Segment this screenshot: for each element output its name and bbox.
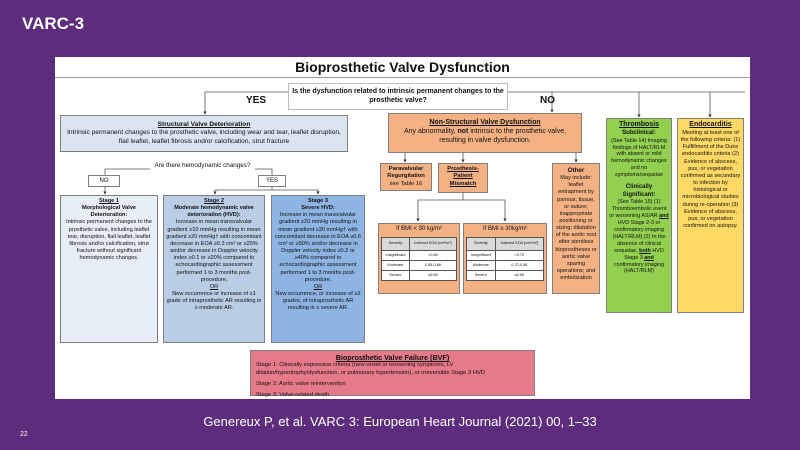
nsvd-text: Any abnormality, bbox=[403, 127, 458, 135]
bmi-table-title: If BMI < 30 kg/m² bbox=[396, 226, 442, 232]
stage1-body: Intrinsic permanent changes to the prost… bbox=[66, 219, 152, 262]
text: both bbox=[639, 247, 651, 254]
stage3-subtitle: Severe HVD: bbox=[301, 205, 335, 212]
text: and bbox=[644, 254, 654, 261]
table-cell: Moderate bbox=[381, 259, 410, 271]
bvf-stage-2: Stage 2: Aortic valve reintervention bbox=[256, 381, 346, 388]
diagram-title: Bioprosthetic Valve Dysfunction bbox=[55, 57, 750, 78]
table-cell: >0.85 bbox=[408, 249, 458, 261]
text: HVD Stage 2-3 or confirmatory imaging (H… bbox=[612, 220, 666, 254]
ppm-title: Prosthesis-Patient Mismatch bbox=[447, 166, 479, 187]
dysfunction-question: Is the dysfunction related to intrinsic … bbox=[288, 83, 508, 110]
pvr-body: see Table 16 bbox=[389, 180, 423, 187]
table-header: Indexed EOA [cm²/m²] bbox=[494, 236, 545, 251]
endocarditis-box: Endocarditis Meeting at least one of the… bbox=[677, 118, 744, 313]
table-cell: 0.70-0.56 bbox=[494, 259, 545, 271]
clinically-significant-label: Clinically Significant: bbox=[622, 184, 656, 198]
stage2-subtitle: Moderate hemodynamic valve deterioration… bbox=[174, 205, 254, 219]
pvr-title: Paravalvular Regurgitation bbox=[387, 166, 425, 180]
slide-title: VARC-3 bbox=[22, 14, 85, 33]
table-cell: Moderate bbox=[466, 259, 496, 271]
yes-label: YES bbox=[246, 95, 267, 106]
table-cell: Insignificant bbox=[381, 249, 410, 261]
clinically-significant-body: (See Table 15) (1) Thromboembolic event … bbox=[609, 199, 669, 275]
stage1-box: Stage 1 Morphological Valve Deterioratio… bbox=[60, 195, 158, 343]
bmi-table-over-30: If BMI ≥ 30kg/m² Severity Indexed EOA [cm… bbox=[463, 223, 547, 294]
stage3-body2: New occurrence, or increase of ≥2 grades… bbox=[275, 291, 361, 312]
table-cell: ≤0.65 bbox=[408, 269, 458, 281]
bmi-table-under-30: If BMI < 30 kg/m² Severity Indexed EOA [c… bbox=[378, 223, 460, 294]
text: HVD Stage 3 bbox=[624, 247, 664, 261]
hemo-no-label: NO bbox=[88, 175, 120, 187]
stage2-body2: New occurrence or increase of ≥1 grade o… bbox=[166, 291, 262, 312]
table-cell: >0.70 bbox=[494, 249, 545, 261]
stage3-body: Increase in mean transvalvular gradient … bbox=[274, 212, 362, 283]
hemodynamic-question: Are there hemodynamic changes? bbox=[154, 162, 251, 169]
stage3-or: OR bbox=[313, 283, 323, 290]
prosthesis-patient-mismatch-box: Prosthesis-Patient Mismatch bbox=[438, 163, 488, 193]
table-cell: Insignificant bbox=[466, 249, 496, 261]
stage1-subtitle: Morphological Valve Deterioration: bbox=[81, 205, 137, 219]
other-title: Other bbox=[567, 167, 585, 174]
non-structural-dysfunction-box: Non-Structural Valve Dysfunction Any abn… bbox=[388, 113, 582, 153]
nsvd-title: Non-Structural Valve Dysfunction bbox=[429, 119, 541, 126]
thrombosis-title: Thrombosis bbox=[618, 121, 660, 128]
table-cell: Severe bbox=[466, 269, 496, 281]
nsvd-not: not bbox=[457, 127, 469, 135]
structural-valve-deterioration-box: Structural Valve Deterioration Intrinsic… bbox=[60, 115, 348, 152]
stage2-body: Increase in mean transvalvular gradient … bbox=[166, 219, 262, 283]
svd-title: Structural Valve Deterioration bbox=[157, 121, 251, 128]
table-header: Indexed EOA [cm²/m²] bbox=[408, 236, 458, 251]
stage2-title: Stage 2 bbox=[204, 198, 224, 204]
stage3-title: Stage 3 bbox=[308, 198, 328, 204]
other-body: May include: leaflet entrapment by pannu… bbox=[555, 175, 597, 282]
bvf-title: Bioprosthetic Valve Failure (BVF) bbox=[335, 353, 450, 362]
svd-body: Intrinsic permanent changes to the prost… bbox=[67, 129, 341, 145]
page-number: 22 bbox=[20, 431, 28, 438]
text: (See Table 15) (1) Thromboembolic event … bbox=[609, 199, 667, 220]
table-header: Severity bbox=[466, 236, 496, 251]
stage2-or: OR bbox=[209, 283, 219, 290]
no-label: NO bbox=[540, 95, 555, 106]
stage2-box: Stage 2 Moderate hemodynamic valve deter… bbox=[163, 195, 265, 343]
hemo-yes-label: YES bbox=[258, 175, 286, 187]
citation-footer: Genereux P, et al. VARC 3: European Hear… bbox=[203, 414, 597, 429]
subclinical-label: Subclinical: bbox=[622, 129, 656, 136]
endocarditis-body: Meeting at least one of the following cr… bbox=[680, 129, 741, 229]
bmi-table-title: If BMI ≥ 30kg/m² bbox=[483, 226, 527, 232]
table-cell: 0.85-0.66 bbox=[408, 259, 458, 271]
paravalvular-regurgitation-box: Paravalvular Regurgitation see Table 16 bbox=[380, 163, 432, 191]
bvf-stage-3: Stage 3: Valve-related death bbox=[256, 392, 330, 399]
stage3-box: Stage 3 Severe HVD: Increase in mean tra… bbox=[271, 195, 365, 343]
thrombosis-box: Thrombosis Subclinical: (See Table 14) I… bbox=[606, 118, 672, 313]
bvf-stage-1: Stage 1: Clinically expressive criteria … bbox=[256, 362, 486, 376]
other-box: Other May include: leaflet entrapment by… bbox=[552, 163, 600, 294]
subclinical-body: (See Table 14) Imaging findings of HALT/… bbox=[611, 137, 667, 179]
text: confirmatory imaging (HALT/RLM) bbox=[613, 261, 665, 275]
nsvd-text: intrinsic to the prosthetic valve, resul… bbox=[439, 127, 567, 144]
text: and bbox=[659, 213, 669, 220]
table-cell: Severe bbox=[381, 269, 410, 281]
nsvd-body: Any abnormality, not intrinsic to the pr… bbox=[391, 128, 579, 146]
endocarditis-title: Endocarditis bbox=[689, 121, 732, 128]
stage1-title: Stage 1 bbox=[99, 198, 119, 204]
table-cell: ≤0.55 bbox=[494, 269, 545, 281]
bioprosthetic-valve-failure-box: Bioprosthetic Valve Failure (BVF) Stage … bbox=[250, 350, 535, 399]
table-header: Severity bbox=[381, 236, 410, 251]
